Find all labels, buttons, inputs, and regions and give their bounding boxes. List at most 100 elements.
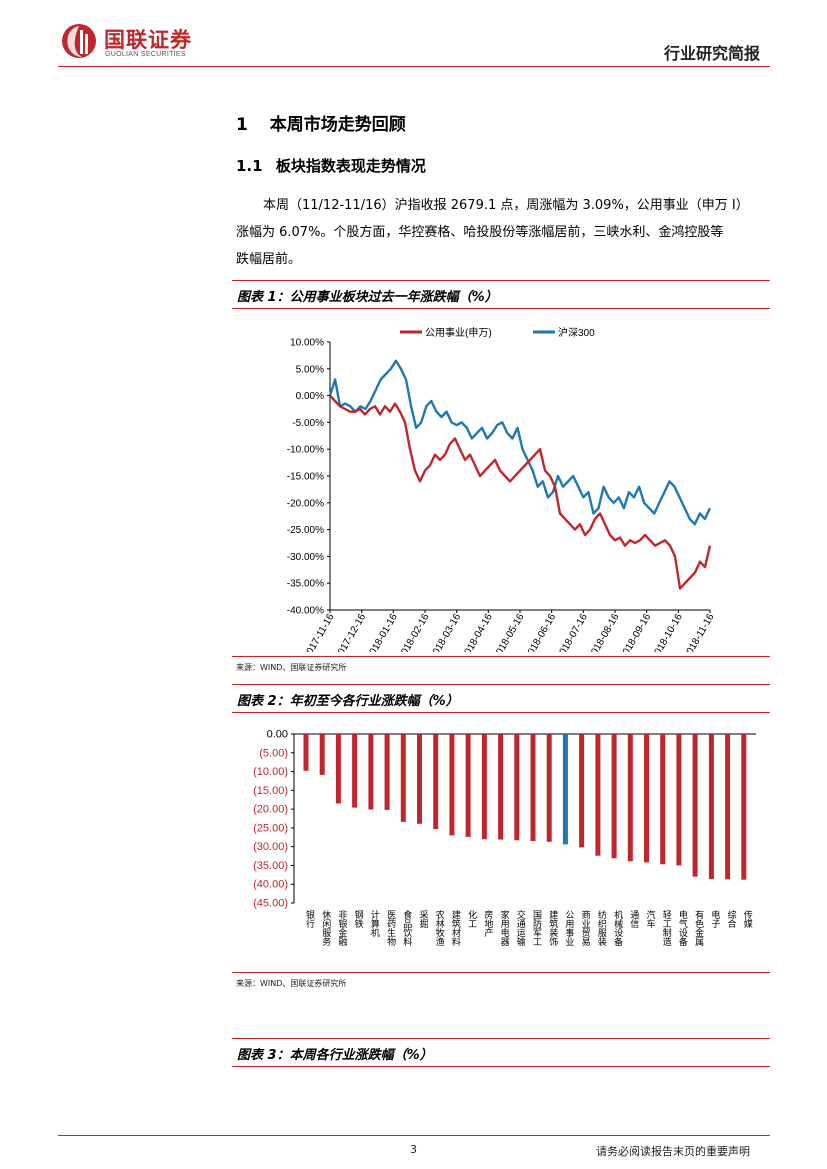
category-label: 家用电器 — [499, 909, 510, 946]
y-tick-label: -5.00% — [292, 418, 324, 429]
x-tick-label: 2018-10-16 — [650, 612, 685, 652]
series-line — [328, 359, 712, 526]
bar — [481, 734, 487, 840]
y-tick-label: (10.00) — [253, 766, 288, 778]
x-tick-label: 2018-08-16 — [586, 612, 621, 652]
category-label: 有色金属 — [693, 909, 704, 947]
paragraph-line-1: 本周（11/12-11/16）沪指收报 2679.1 点，周涨幅为 3.09%，… — [263, 198, 749, 213]
legend-label: 公用事业(申万) — [425, 326, 492, 339]
bar — [692, 734, 698, 877]
y-tick-label: -20.00% — [287, 498, 324, 509]
y-tick-label: 5.00% — [296, 364, 324, 375]
bar — [498, 734, 504, 840]
category-label: 钢铁 — [353, 909, 364, 929]
bar — [741, 734, 747, 880]
y-tick-label: -10.00% — [287, 445, 324, 456]
category-label: 通信 — [628, 910, 639, 929]
category-label: 食品饮料 — [401, 909, 412, 947]
bar — [384, 734, 390, 810]
y-tick-label: 10.00% — [290, 338, 324, 349]
logo-emblem-icon — [62, 24, 96, 58]
category-label: 医药生物 — [385, 910, 396, 947]
category-label: 汽车 — [645, 909, 656, 929]
paragraph-line-3: 跌幅居前。 — [236, 252, 302, 267]
x-tick-label: 2018-03-16 — [428, 612, 463, 652]
category-label: 综合 — [726, 909, 737, 929]
bar — [449, 734, 455, 836]
figure2-top-rule — [232, 684, 770, 685]
x-tick-label: 2018-02-16 — [396, 612, 431, 652]
figure3-title: 图表 3：本周各行业涨跌幅（%） — [237, 1048, 433, 1063]
category-label: 交通运输 — [515, 909, 526, 947]
category-label: 建筑装饰 — [547, 909, 558, 947]
bar — [627, 734, 633, 862]
figure1-bottom-rule — [232, 656, 770, 657]
category-label: 电气设备 — [677, 909, 688, 946]
figure1-source: 来源：WIND、国联证券研究所 — [236, 663, 347, 672]
category-label: 商业贸易 — [580, 909, 591, 947]
paragraph-line-2: 涨幅为 6.07%。个股方面，华控赛格、哈投股份等涨幅居前，三峡水利、金鸿控股等 — [236, 225, 724, 240]
logo-name-cn: 国联证券 — [104, 28, 192, 52]
figure1-title-rule — [232, 308, 770, 309]
bar — [400, 734, 406, 822]
y-tick-label: (20.00) — [253, 804, 288, 816]
bar — [352, 734, 358, 808]
figure1-title: 图表 1：公用事业板块过去一年涨跌幅（%） — [237, 290, 498, 305]
footer-rule — [58, 1135, 770, 1136]
bar — [595, 734, 601, 856]
legend-label: 沪深300 — [558, 326, 595, 339]
bar — [725, 734, 731, 880]
bar — [708, 734, 714, 879]
bar — [530, 734, 536, 841]
bar — [465, 734, 471, 837]
series-line — [329, 394, 712, 590]
x-tick-label: 2018-07-16 — [555, 612, 590, 652]
figure3-title-rule — [232, 1066, 770, 1067]
y-tick-label: -30.00% — [287, 552, 324, 563]
logo-name-en: GUOLIAN SECURITIES — [105, 51, 186, 58]
bar — [611, 734, 617, 859]
y-tick-label: (25.00) — [253, 822, 288, 834]
bar — [417, 734, 422, 824]
bar — [335, 734, 341, 804]
section-heading: 1 本周市场走势回顾 — [236, 110, 406, 135]
header-rule — [58, 66, 770, 67]
bar — [660, 734, 666, 865]
bar — [546, 734, 552, 842]
section-title: 本周市场走势回顾 — [269, 115, 406, 135]
category-label: 房地产 — [482, 909, 493, 938]
figure1-top-rule — [232, 280, 770, 281]
y-tick-label: (40.00) — [253, 879, 288, 891]
category-label: 银行 — [304, 909, 315, 929]
figure2-bar-chart: 0.00 (5.00) (10.00) (15.00) (20.00) (25.00) (3… — [253, 729, 756, 947]
subsection-number: 1.1 — [236, 157, 263, 175]
logo: 国联证券 GUOLIAN SECURITIES — [60, 20, 210, 62]
figure2-bottom-rule — [232, 972, 770, 973]
bar — [319, 734, 325, 775]
figure2-title: 图表 2：年初至今各行业涨跌幅（%） — [237, 694, 459, 709]
category-label: 机械设备 — [612, 909, 623, 946]
figure1-line-chart: 10.00% 5.00% 0.00% -5.00% -10.00% -15.00% -20.… — [287, 326, 717, 652]
figure2-title-rule — [232, 712, 770, 713]
category-label: 建筑材料 — [450, 909, 461, 947]
subsection-heading: 1.1 板块指数表现走势情况 — [236, 155, 426, 176]
bar — [303, 734, 309, 771]
x-tick-label: 2018-01-16 — [365, 612, 400, 652]
x-tick-label: 2017-11-16 — [302, 612, 337, 652]
category-label: 传媒 — [742, 909, 753, 929]
category-label: 农林牧渔 — [434, 909, 445, 946]
bar — [368, 734, 374, 810]
y-tick-label: 0.00% — [296, 391, 324, 402]
category-label: 休闲服务 — [320, 909, 331, 947]
figure3-top-rule — [232, 1038, 770, 1039]
bar — [579, 734, 585, 848]
x-tick-label: 2018-09-16 — [618, 612, 653, 652]
document-type: 行业研究简报 — [664, 44, 761, 63]
category-label: 纺织服装 — [596, 909, 607, 947]
y-tick-label: -25.00% — [287, 525, 324, 536]
category-label: 采掘 — [418, 910, 429, 929]
y-tick-label: 0.00 — [267, 729, 288, 741]
y-tick-label: -40.00% — [287, 606, 324, 617]
y-tick-label: (15.00) — [253, 785, 288, 797]
footer-notice: 请务必阅读报告末页的重要声明 — [596, 1145, 750, 1158]
